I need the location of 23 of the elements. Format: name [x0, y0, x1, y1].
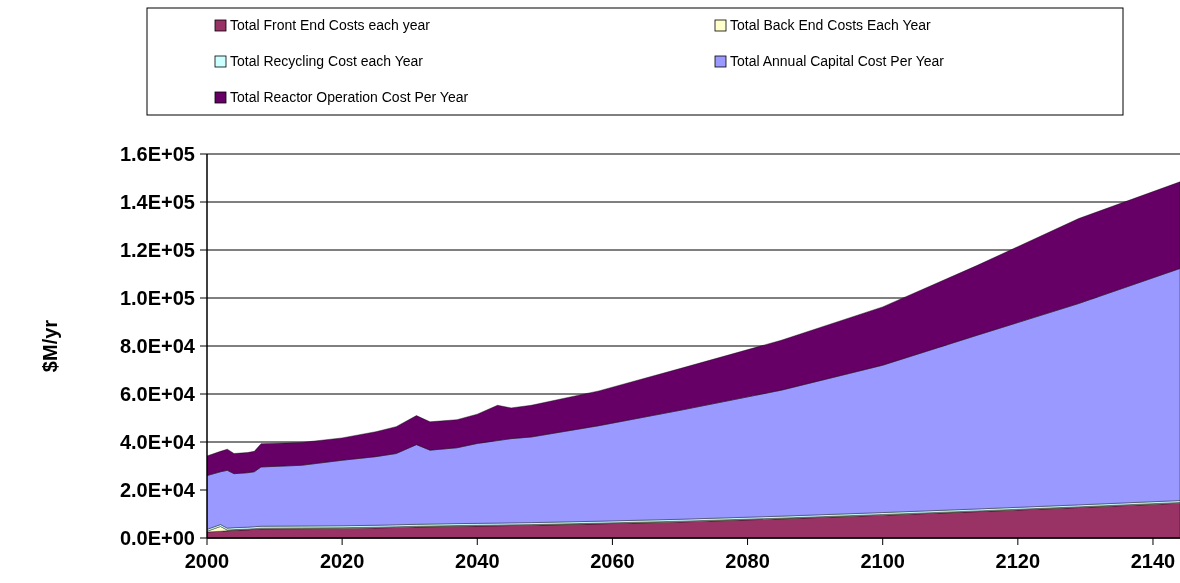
legend-label: Total Recycling Cost each Year	[230, 53, 424, 69]
legend-label: Total Front End Costs each year	[230, 17, 431, 33]
y-tick-label: 0.0E+00	[119, 527, 195, 549]
legend-label: Total Reactor Operation Cost Per Year	[230, 89, 469, 105]
y-tick-label: 1.2E+05	[119, 239, 195, 261]
x-tick-label: 2080	[725, 550, 770, 572]
x-tick-label: 2140	[1130, 550, 1176, 572]
y-axis-title: $M/yr	[39, 319, 61, 373]
y-tick-label: 2.0E+04	[119, 479, 196, 501]
x-tick-label: 2100	[860, 550, 905, 572]
y-tick-label: 1.6E+05	[119, 143, 195, 165]
y-tick-label: 6.0E+04	[119, 383, 196, 405]
y-tick-label: 4.0E+04	[119, 431, 196, 453]
x-tick-label: 2020	[319, 550, 365, 572]
y-tick-label: 1.4E+05	[119, 191, 195, 213]
x-tick-label: 2120	[995, 550, 1041, 572]
legend-label: Total Annual Capital Cost Per Year	[730, 53, 945, 69]
x-tick-label: 2000	[184, 550, 230, 572]
x-tick-label: 2060	[590, 550, 635, 572]
y-tick-label: 8.0E+04	[119, 335, 196, 357]
y-tick-label: 1.0E+05	[119, 287, 195, 309]
x-tick-label: 2040	[455, 550, 500, 572]
legend-label: Total Back End Costs Each Year	[730, 17, 932, 33]
